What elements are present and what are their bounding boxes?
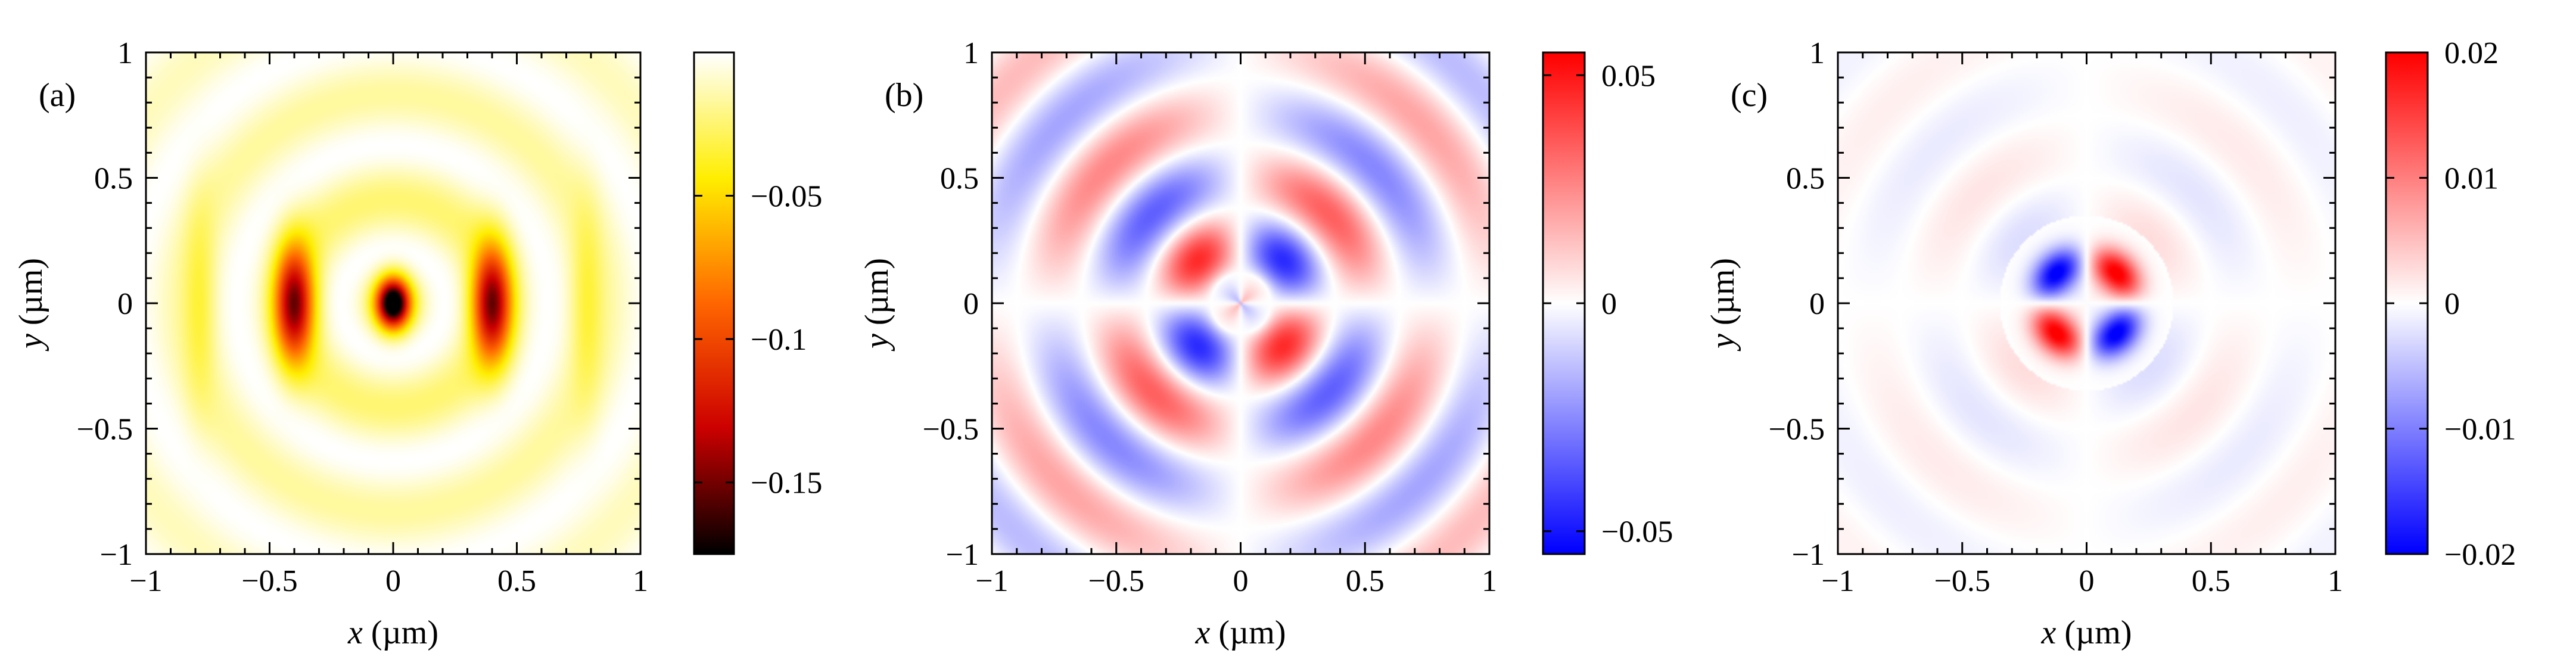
x-tick-label: 0 <box>2079 564 2095 598</box>
x-axis-unit: (µm) <box>2056 614 2132 651</box>
x-axis-title: x (µm) <box>2041 614 2132 651</box>
colorbar-tick-label: 0 <box>2444 287 2460 321</box>
panel-c: −1 −0.5 0 0.5 1−1−0.500.51x (µm)y (µm)(c)0.0… <box>1704 36 2516 651</box>
x-axis-unit: (µm) <box>363 614 438 651</box>
panel-b: −1 −0.5 0 0.5 1−1−0.500.51x (µm)y (µm)(b)0.0… <box>858 36 1673 651</box>
y-tick-label: 0 <box>117 287 133 321</box>
panel-a: −1 −0.5 0 0.5 1−1−0.500.51x (µm)y (µm)(a)−0.… <box>13 36 822 651</box>
heatmap-image <box>146 52 640 554</box>
x-tick-label: 1 <box>2328 564 2343 598</box>
x-axis-variable: x <box>1195 614 1211 651</box>
y-tick-label: 0.5 <box>94 162 133 196</box>
colorbar-tick-label: −0.02 <box>2444 538 2516 572</box>
y-tick-label: −1 <box>946 538 979 572</box>
heatmap-image <box>992 52 1489 554</box>
x-axis-variable: x <box>347 614 363 651</box>
y-tick-label: −0.5 <box>923 413 979 447</box>
colorbar-frame <box>693 51 735 555</box>
colorbar-tick-label: −0.15 <box>751 466 822 500</box>
colorbar-tick-label: −0.01 <box>2444 413 2516 447</box>
x-tick-label: −0.5 <box>1088 564 1144 598</box>
y-axis-title: y (µm) <box>858 258 895 351</box>
y-axis-unit: (µm) <box>1704 258 1741 334</box>
x-tick-label: 0.5 <box>2192 564 2230 598</box>
x-tick-label: 1 <box>1482 564 1497 598</box>
y-axis-variable: y <box>13 334 49 351</box>
y-axis-variable: y <box>858 334 895 351</box>
x-tick-label: 0 <box>1233 564 1249 598</box>
colorbar-tick-label: −0.1 <box>751 323 807 357</box>
y-tick-label: −1 <box>100 538 133 572</box>
panel-label: (b) <box>885 77 923 114</box>
y-tick-label: 0 <box>963 287 979 321</box>
y-tick-label: −0.5 <box>1769 413 1825 447</box>
y-tick-label: 0.5 <box>940 162 979 196</box>
x-tick-label: −0.5 <box>1934 564 1990 598</box>
colorbar-tick-label: 0 <box>1601 287 1617 321</box>
y-tick-label: 0.5 <box>1786 162 1825 196</box>
panel-label: (a) <box>39 77 76 114</box>
x-axis-variable: x <box>2041 614 2057 651</box>
y-axis-title: y (µm) <box>1704 258 1741 351</box>
x-tick-label: −1 <box>975 564 1008 598</box>
x-axis-title: x (µm) <box>347 614 438 651</box>
y-axis-unit: (µm) <box>858 258 895 334</box>
x-tick-label: 1 <box>633 564 648 598</box>
colorbar-tick-label: −0.05 <box>751 180 822 214</box>
colorbar-tick-label: 0.01 <box>2444 162 2499 196</box>
x-tick-label: −1 <box>129 564 162 598</box>
y-tick-label: 1 <box>117 36 133 70</box>
panel-label: (c) <box>1731 77 1768 114</box>
colorbar-gradient <box>694 52 734 554</box>
heatmap-image <box>1838 52 2335 554</box>
y-tick-label: 1 <box>1809 36 1825 70</box>
y-tick-label: 0 <box>1809 287 1825 321</box>
x-tick-label: 0 <box>385 564 401 598</box>
colorbar-tick-label: −0.05 <box>1601 515 1673 549</box>
x-tick-label: 0.5 <box>497 564 536 598</box>
x-axis-title: x (µm) <box>1195 614 1286 651</box>
x-axis-unit: (µm) <box>1210 614 1286 651</box>
y-tick-label: 1 <box>963 36 979 70</box>
y-axis-unit: (µm) <box>13 258 49 334</box>
y-tick-label: −1 <box>1792 538 1825 572</box>
y-tick-label: −0.5 <box>77 413 133 447</box>
y-axis-title: y (µm) <box>13 258 49 351</box>
x-tick-label: −1 <box>1821 564 1854 598</box>
x-tick-label: 0.5 <box>1346 564 1385 598</box>
colorbar-tick-label: 0.02 <box>2444 36 2499 70</box>
x-tick-label: −0.5 <box>241 564 297 598</box>
y-axis-variable: y <box>1704 334 1741 351</box>
colorbar-tick-label: 0.05 <box>1601 59 1656 93</box>
